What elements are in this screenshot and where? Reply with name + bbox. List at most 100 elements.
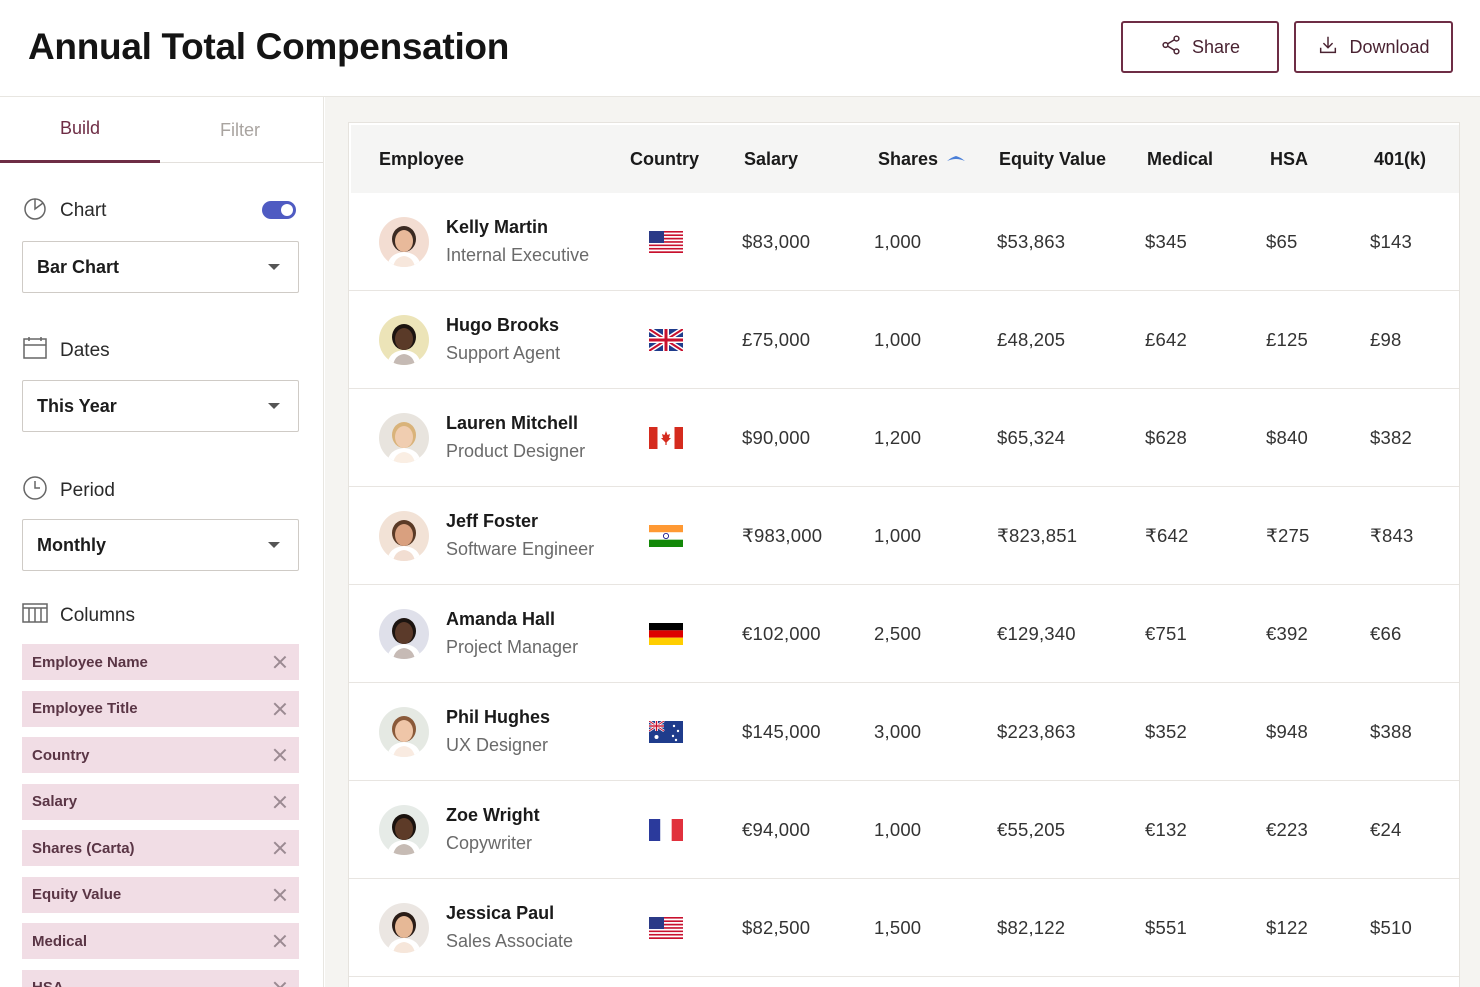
chip-label: Shares (Carta) xyxy=(32,839,135,857)
dates-select[interactable]: This Year xyxy=(22,380,299,432)
chevron-down-icon xyxy=(268,403,280,409)
tab-build[interactable]: Build xyxy=(0,97,160,163)
employee-name: Zoe Wright xyxy=(446,805,540,825)
cell-hsa: $948 xyxy=(1266,721,1308,742)
employee-title: Product Designer xyxy=(446,441,586,461)
column-chip[interactable]: Medical xyxy=(22,923,299,959)
us-flag xyxy=(649,917,683,939)
cell-salary: $145,000 xyxy=(742,721,821,742)
cell-salary: €102,000 xyxy=(742,623,821,644)
close-icon[interactable] xyxy=(273,888,287,902)
chart-type-select[interactable]: Bar Chart xyxy=(22,241,299,293)
table-row[interactable]: Zoe Wright Copywriter €94,000 1,000 €55,20… xyxy=(349,781,1459,879)
cell-medical: €751 xyxy=(1145,623,1187,644)
table-header: Employee Country Salary Shares Equity Va… xyxy=(351,125,1459,193)
employee-name: Hugo Brooks xyxy=(446,315,560,335)
header-401k[interactable]: 401(k) xyxy=(1374,148,1427,169)
chart-type-value: Bar Chart xyxy=(37,256,120,277)
chart-label: Chart xyxy=(60,200,107,221)
header-salary[interactable]: Salary xyxy=(744,148,799,169)
table-row[interactable]: Amanda Hall Project Manager €102,000 2,50… xyxy=(349,585,1459,683)
calendar-icon xyxy=(22,335,48,367)
chevron-down-icon xyxy=(268,542,280,548)
header-medical[interactable]: Medical xyxy=(1147,148,1214,169)
header-equity[interactable]: Equity Value xyxy=(999,148,1107,169)
employee-title: UX Designer xyxy=(446,735,549,755)
sort-icon xyxy=(938,149,966,170)
cell-salary: $90,000 xyxy=(742,427,811,448)
columns-section-label: Columns xyxy=(22,600,135,632)
close-icon[interactable] xyxy=(273,795,287,809)
chart-toggle[interactable] xyxy=(262,201,296,219)
period-select[interactable]: Monthly xyxy=(22,519,299,571)
dates-label: Dates xyxy=(60,340,110,361)
close-icon[interactable] xyxy=(273,655,287,669)
table-row[interactable]: Jeff Foster Software Engineer ₹983,000 1,… xyxy=(349,487,1459,585)
header-shares-label: Shares xyxy=(878,148,939,169)
cell-medical: $628 xyxy=(1145,427,1187,448)
employee-name: Amanda Hall xyxy=(446,609,556,629)
employee-title: Sales Associate xyxy=(446,931,574,951)
table-row[interactable]: Hugo Brooks Support Agent £75,000 1,000 £4… xyxy=(349,291,1459,389)
cell-equity: €129,340 xyxy=(997,623,1076,644)
column-chip[interactable]: Employee Name xyxy=(22,644,299,680)
cell-shares: 1,000 xyxy=(874,525,922,546)
clock-icon xyxy=(22,475,48,507)
table-row[interactable]: Phil Hughes UX Designer $145,000 3,000 $22… xyxy=(349,683,1459,781)
chip-label: Salary xyxy=(32,793,78,810)
period-value: Monthly xyxy=(37,534,106,555)
avatar xyxy=(379,903,429,953)
cell-salary: €94,000 xyxy=(742,819,811,840)
cell-hsa: $65 xyxy=(1266,231,1298,252)
cell-equity: $65,324 xyxy=(997,427,1066,448)
chip-label: Country xyxy=(32,746,90,764)
pie-chart-icon xyxy=(22,195,48,227)
employee-title: Software Engineer xyxy=(446,539,595,559)
avatar xyxy=(379,609,429,659)
download-button[interactable]: Download xyxy=(1294,21,1453,73)
column-chip[interactable]: Employee Title xyxy=(22,690,299,727)
columns-icon xyxy=(22,600,48,632)
cell-shares: 1,200 xyxy=(874,427,922,448)
close-icon[interactable] xyxy=(273,702,287,716)
close-icon[interactable] xyxy=(273,934,287,948)
page-title: Annual Total Compensation xyxy=(28,26,510,67)
share-button[interactable]: Share xyxy=(1121,21,1279,73)
employee-title: Support Agent xyxy=(446,343,561,363)
header-country[interactable]: Country xyxy=(630,148,699,169)
header-employee[interactable]: Employee xyxy=(379,148,465,169)
cell-salary: $82,500 xyxy=(742,917,811,938)
column-chip[interactable]: Country xyxy=(22,737,299,773)
cell-k401: €24 xyxy=(1370,819,1402,840)
chip-label: Medical xyxy=(32,932,88,950)
header-shares[interactable]: Shares xyxy=(878,125,966,193)
cell-salary: ₹983,000 xyxy=(742,525,823,546)
close-icon[interactable] xyxy=(273,981,287,987)
germany-flag xyxy=(649,623,683,645)
close-icon[interactable] xyxy=(273,748,287,762)
cell-equity: €55,205 xyxy=(997,819,1066,840)
sidebar-tabs: Build Filter xyxy=(0,97,323,163)
avatar xyxy=(379,805,429,855)
cell-hsa: £125 xyxy=(1266,329,1308,350)
cell-k401: €66 xyxy=(1370,623,1402,644)
chart-section-label: Chart xyxy=(22,195,106,227)
cell-k401: $510 xyxy=(1370,917,1412,938)
cell-medical: $551 xyxy=(1145,917,1187,938)
header-hsa[interactable]: HSA xyxy=(1270,148,1309,169)
cell-shares: 1,000 xyxy=(874,819,922,840)
cell-medical: £642 xyxy=(1145,329,1187,350)
table-row[interactable]: Kelly Martin Internal Executive $83,000 1… xyxy=(349,193,1459,291)
close-icon[interactable] xyxy=(273,841,287,855)
table-row[interactable]: Jessica Paul Sales Associate $82,500 1,50… xyxy=(349,879,1459,977)
avatar xyxy=(379,511,429,561)
share-icon xyxy=(1160,34,1182,61)
australia-flag xyxy=(649,721,683,743)
cell-k401: $143 xyxy=(1370,231,1412,252)
column-chip[interactable]: HSA xyxy=(22,969,299,987)
column-chip[interactable]: Shares (Carta) xyxy=(22,830,299,866)
column-chip[interactable]: Equity Value xyxy=(22,876,299,913)
column-chip[interactable]: Salary xyxy=(22,783,299,820)
table-row[interactable]: Lauren Mitchell Product Designer $90,000… xyxy=(349,389,1459,487)
tab-filter[interactable]: Filter xyxy=(220,119,260,140)
